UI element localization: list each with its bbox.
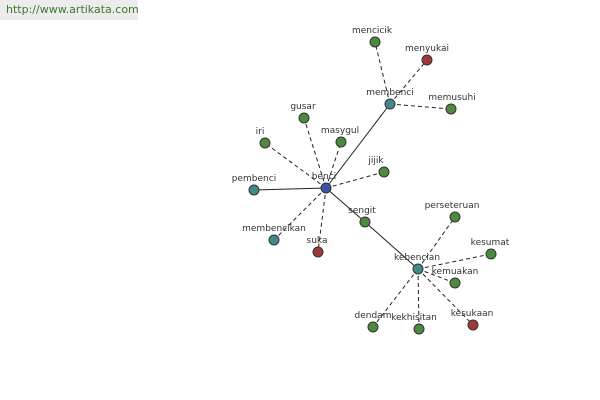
edge bbox=[389, 59, 428, 105]
node-label: sengit bbox=[348, 206, 376, 216]
node-label: pembenci bbox=[232, 174, 276, 184]
edge bbox=[372, 268, 419, 328]
edge bbox=[417, 253, 492, 270]
node bbox=[248, 184, 260, 196]
node bbox=[335, 136, 347, 148]
site-url: http://www.artikata.com bbox=[0, 0, 139, 20]
node-label: kesumat bbox=[471, 238, 510, 248]
node bbox=[312, 246, 324, 258]
node-label: kesukaan bbox=[451, 309, 494, 319]
node bbox=[384, 98, 396, 110]
edge bbox=[417, 216, 456, 270]
node bbox=[298, 112, 310, 124]
node-label: dendam bbox=[355, 311, 392, 321]
edge bbox=[389, 103, 452, 110]
edge bbox=[264, 142, 327, 189]
node-label: perseteruan bbox=[425, 201, 480, 211]
node-label: masygul bbox=[321, 126, 359, 136]
node bbox=[369, 36, 381, 48]
edge bbox=[325, 103, 391, 189]
node-label: kemuakan bbox=[432, 267, 479, 277]
node-label: membencikan bbox=[242, 224, 306, 234]
edge bbox=[374, 41, 391, 105]
node bbox=[320, 182, 332, 194]
node-label: menyukai bbox=[405, 44, 449, 54]
node bbox=[268, 234, 280, 246]
node-label: jijik bbox=[367, 156, 384, 166]
node-label: memusuhi bbox=[428, 93, 475, 103]
node bbox=[378, 166, 390, 178]
node bbox=[412, 263, 424, 275]
edge bbox=[325, 171, 385, 189]
edge bbox=[325, 187, 366, 223]
node-label: benci bbox=[312, 172, 336, 182]
edge bbox=[417, 268, 474, 326]
node bbox=[367, 321, 379, 333]
node bbox=[449, 211, 461, 223]
edge bbox=[317, 187, 327, 253]
node bbox=[445, 103, 457, 115]
edge bbox=[273, 187, 327, 241]
edge bbox=[417, 268, 420, 330]
edge bbox=[325, 141, 342, 189]
edge bbox=[364, 221, 419, 270]
node bbox=[449, 277, 461, 289]
node-label: iri bbox=[256, 127, 265, 137]
node-label: kebencian bbox=[394, 253, 440, 263]
node-label: mencicik bbox=[352, 26, 393, 36]
node-label: membenci bbox=[366, 88, 413, 98]
edge bbox=[303, 117, 327, 189]
edge bbox=[253, 187, 327, 191]
node-label: kekhisitan bbox=[391, 313, 437, 323]
node bbox=[359, 216, 371, 228]
node bbox=[485, 248, 497, 260]
node bbox=[467, 319, 479, 331]
node-label: gusar bbox=[290, 102, 316, 112]
node bbox=[259, 137, 271, 149]
node bbox=[413, 323, 425, 335]
node bbox=[421, 54, 433, 66]
node-label: suka bbox=[307, 236, 328, 246]
